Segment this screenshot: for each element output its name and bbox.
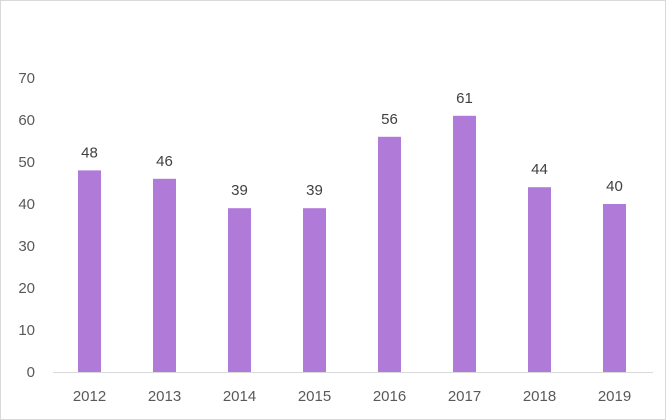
x-tick-label: 2012 [73,388,106,405]
y-tick-label: 20 [18,280,35,297]
bar-2019 [603,204,626,372]
bar-2013 [153,178,176,372]
data-label: 44 [531,161,548,178]
bar-series [78,115,626,373]
bar-2015 [303,208,326,372]
y-tick-label: 40 [18,196,35,213]
x-tick-label: 2014 [223,388,256,405]
data-label: 61 [456,90,473,107]
data-label: 40 [606,178,623,195]
x-tick-label: 2016 [373,388,406,405]
x-tick-label: 2019 [598,388,631,405]
data-label: 39 [231,182,248,199]
x-tick-label: 2018 [523,388,556,405]
y-tick-label: 10 [18,322,35,339]
data-label: 46 [156,153,173,170]
y-tick-label: 50 [18,154,35,171]
y-tick-label: 0 [27,364,35,381]
x-tick-label: 2017 [448,388,481,405]
x-axis-ticks: 2012 2013 2014 2015 2016 2017 2018 2019 [73,388,631,405]
x-tick-label: 2013 [148,388,181,405]
bar-2017 [453,115,476,373]
y-tick-label: 70 [18,70,35,87]
y-tick-label: 60 [18,112,35,129]
y-axis-ticks: 0 10 20 30 40 50 60 70 [18,70,35,381]
x-tick-label: 2015 [298,388,331,405]
data-labels: 48 46 39 39 56 61 44 40 [81,90,623,199]
bar-2018 [528,187,551,372]
bar-2012 [78,170,101,372]
y-tick-label: 30 [18,238,35,255]
data-label: 39 [306,182,323,199]
data-label: 56 [381,111,398,128]
bar-2014 [228,208,251,372]
data-label: 48 [81,144,98,161]
bar-2016 [378,136,401,372]
